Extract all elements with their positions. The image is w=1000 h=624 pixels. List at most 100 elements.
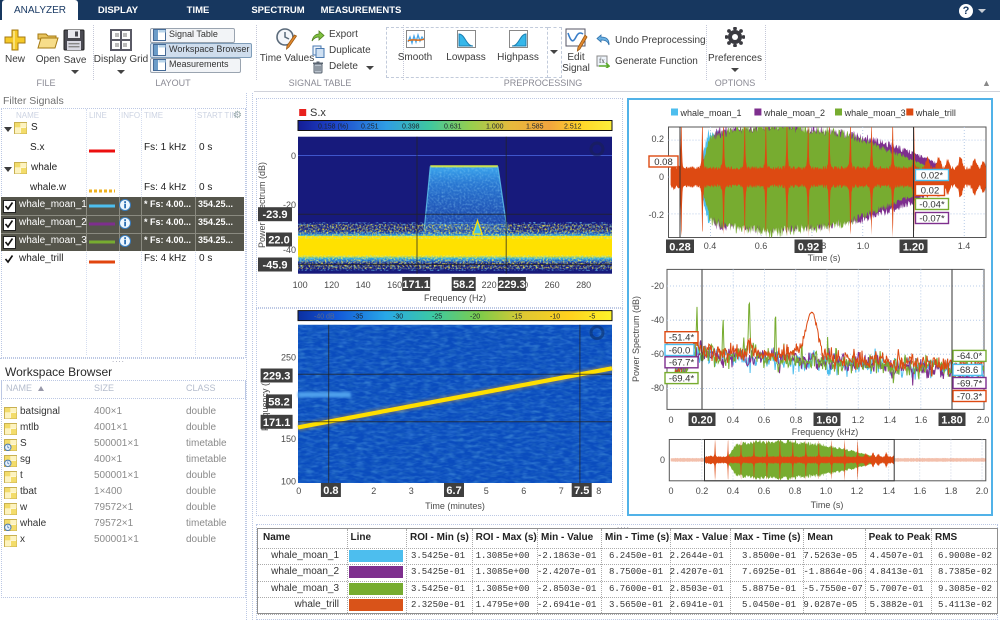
- svg-text:0.8: 0.8: [323, 485, 338, 497]
- svg-text:Frequency (Hz): Frequency (Hz): [424, 293, 486, 303]
- svg-text:1.000: 1.000: [486, 124, 504, 131]
- svg-text:-64.0*: -64.0*: [957, 351, 983, 362]
- svg-text:220: 220: [482, 280, 497, 290]
- svg-text:Power Spectrum (dB): Power Spectrum (dB): [631, 296, 641, 382]
- svg-text:6: 6: [521, 486, 526, 496]
- svg-text:-40: -40: [283, 245, 296, 255]
- svg-text:-30: -30: [393, 314, 403, 321]
- svg-text:1.4: 1.4: [883, 486, 896, 496]
- svg-text:140: 140: [356, 280, 371, 290]
- svg-text:171.1: 171.1: [263, 417, 291, 429]
- svg-text:0: 0: [668, 486, 673, 496]
- svg-text:-20: -20: [283, 200, 296, 210]
- svg-text:1.60: 1.60: [816, 414, 837, 426]
- svg-text:-40: -40: [651, 315, 664, 325]
- svg-text:-67.7*: -67.7*: [669, 358, 695, 369]
- svg-text:0.6: 0.6: [758, 415, 771, 425]
- svg-text:160: 160: [387, 280, 402, 290]
- svg-text:7.5: 7.5: [574, 485, 589, 497]
- svg-text:0.251: 0.251: [361, 124, 379, 131]
- svg-text:0: 0: [659, 172, 664, 182]
- svg-text:1.4: 1.4: [958, 241, 971, 251]
- svg-text:-40 dB: -40 dB: [314, 314, 335, 321]
- svg-text:0.631: 0.631: [444, 124, 462, 131]
- svg-text:0.8: 0.8: [789, 486, 802, 496]
- svg-text:1.20: 1.20: [903, 241, 924, 253]
- svg-text:fx: fx: [599, 57, 605, 65]
- svg-text:1.2: 1.2: [852, 415, 865, 425]
- svg-text:0: 0: [296, 486, 301, 496]
- svg-text:0.398: 0.398: [402, 124, 420, 131]
- svg-text:0.4: 0.4: [727, 486, 740, 496]
- svg-text:-15: -15: [512, 314, 522, 321]
- svg-text:-0.07*: -0.07*: [919, 213, 945, 224]
- svg-text:0: 0: [660, 455, 665, 465]
- svg-text:1.2: 1.2: [851, 486, 864, 496]
- svg-text:1.6: 1.6: [914, 486, 927, 496]
- svg-text:whale_trill: whale_trill: [915, 108, 956, 118]
- svg-text:-80: -80: [651, 383, 664, 393]
- svg-text:2.0: 2.0: [976, 486, 989, 496]
- svg-text:1.0: 1.0: [857, 241, 870, 251]
- svg-text:-10: -10: [550, 314, 560, 321]
- svg-text:-5: -5: [589, 314, 595, 321]
- svg-text:2: 2: [371, 486, 376, 496]
- svg-text:229.3: 229.3: [263, 371, 291, 383]
- svg-text:-69.7*: -69.7*: [957, 378, 983, 389]
- svg-text:8: 8: [596, 486, 601, 496]
- svg-text:-0.04*: -0.04*: [919, 199, 945, 210]
- svg-text:0.02: 0.02: [921, 185, 940, 196]
- svg-text:120: 120: [324, 280, 339, 290]
- svg-text:Frequency (kHz): Frequency (kHz): [792, 427, 859, 437]
- svg-text:0.92: 0.92: [798, 241, 819, 253]
- svg-text:6.7: 6.7: [446, 485, 461, 497]
- svg-text:1.80: 1.80: [941, 414, 962, 426]
- svg-text:-35: -35: [353, 314, 363, 321]
- svg-text:0.4: 0.4: [704, 241, 717, 251]
- svg-text:58.2: 58.2: [453, 279, 474, 291]
- svg-text:Time (minutes): Time (minutes): [425, 501, 485, 511]
- svg-text:Frequency (Hz): Frequency (Hz): [260, 369, 270, 431]
- svg-text:Power Spectrum (dB): Power Spectrum (dB): [257, 162, 267, 248]
- svg-text:-20: -20: [470, 314, 480, 321]
- svg-text:229.3: 229.3: [498, 279, 526, 291]
- svg-text:0.158 (%): 0.158 (%): [318, 124, 348, 131]
- svg-text:whale_moan_2: whale_moan_2: [763, 108, 825, 118]
- svg-text:58.2: 58.2: [268, 396, 289, 408]
- svg-text:2.0: 2.0: [977, 415, 990, 425]
- svg-text:-25: -25: [432, 314, 442, 321]
- svg-text:0.02*: 0.02*: [921, 170, 943, 181]
- svg-text:2.512: 2.512: [564, 124, 582, 131]
- svg-text:-60.0: -60.0: [669, 345, 691, 356]
- svg-text:260: 260: [545, 280, 560, 290]
- svg-text:-70.3*: -70.3*: [957, 391, 983, 402]
- svg-text:Time (s): Time (s): [808, 253, 841, 263]
- svg-text:-69.4*: -69.4*: [669, 373, 695, 384]
- svg-text:0: 0: [291, 151, 296, 161]
- svg-text:100: 100: [281, 477, 296, 487]
- svg-text:-0.2: -0.2: [648, 210, 664, 220]
- svg-text:7: 7: [559, 486, 564, 496]
- svg-text:1.0: 1.0: [820, 486, 833, 496]
- svg-text:0.28: 0.28: [669, 241, 690, 253]
- svg-text:0.8: 0.8: [790, 415, 803, 425]
- svg-text:-60: -60: [651, 349, 664, 359]
- svg-text:-20: -20: [651, 281, 664, 291]
- svg-text:0.2: 0.2: [651, 134, 664, 144]
- svg-text:280: 280: [576, 280, 591, 290]
- svg-text:3: 3: [409, 486, 414, 496]
- svg-text:22.0: 22.0: [268, 235, 289, 247]
- svg-text:-23.9: -23.9: [262, 209, 287, 221]
- svg-text:1.4: 1.4: [884, 415, 897, 425]
- svg-text:whale_moan_1: whale_moan_1: [680, 108, 742, 118]
- svg-text:-68.6: -68.6: [957, 365, 979, 376]
- svg-text:171.1: 171.1: [402, 279, 430, 291]
- svg-text:1.6: 1.6: [915, 415, 928, 425]
- svg-text:250: 250: [281, 352, 296, 362]
- svg-text:0.4: 0.4: [727, 415, 740, 425]
- svg-text:0.6: 0.6: [758, 486, 771, 496]
- svg-text:0: 0: [668, 415, 673, 425]
- svg-text:5: 5: [484, 486, 489, 496]
- svg-text:whale_moan_3: whale_moan_3: [844, 108, 906, 118]
- svg-text:-51.4*: -51.4*: [669, 333, 695, 344]
